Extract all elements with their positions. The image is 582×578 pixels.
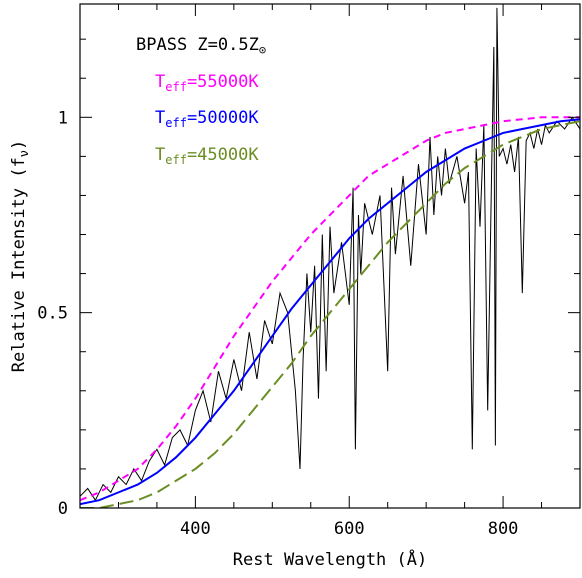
axes: 400 600 800 0 0.5 1 (37, 4, 581, 539)
legend-entry-45000: Teff=45000K (155, 145, 259, 167)
series-teff-50000 (80, 118, 580, 506)
x-axis-label: Rest Wavelength (Å) (233, 548, 427, 570)
x-tick-label: 400 (180, 519, 211, 539)
series-spectrum (80, 7, 580, 502)
legend-title-sub: ⊙ (259, 43, 266, 57)
y-axis-label: Relative Intensity (fν) (9, 140, 31, 372)
plot-frame (79, 3, 581, 509)
series-teff-45000 (80, 120, 580, 508)
y-axis-label-group: Relative Intensity (fν) (9, 140, 31, 372)
y-tick-label: 0 (58, 499, 68, 519)
legend-entry-55000: Teff=55000K (155, 72, 259, 94)
legend-title: BPASS Z=0.5Z⊙ (136, 35, 266, 57)
legend-entry-50000: Teff=50000K (155, 108, 259, 130)
legend: BPASS Z=0.5Z⊙ Teff=55000K Teff=50000K Te… (136, 35, 266, 167)
series-teff-55000 (80, 116, 580, 502)
plot-area (80, 7, 580, 508)
x-tick-label: 800 (488, 519, 519, 539)
y-tick-label: 1 (58, 108, 68, 128)
y-tick-label: 0.5 (37, 304, 68, 324)
y-axis-label-sub: ν (17, 150, 31, 157)
x-tick-label: 600 (334, 519, 365, 539)
y-axis-label-close: ) (9, 140, 29, 150)
